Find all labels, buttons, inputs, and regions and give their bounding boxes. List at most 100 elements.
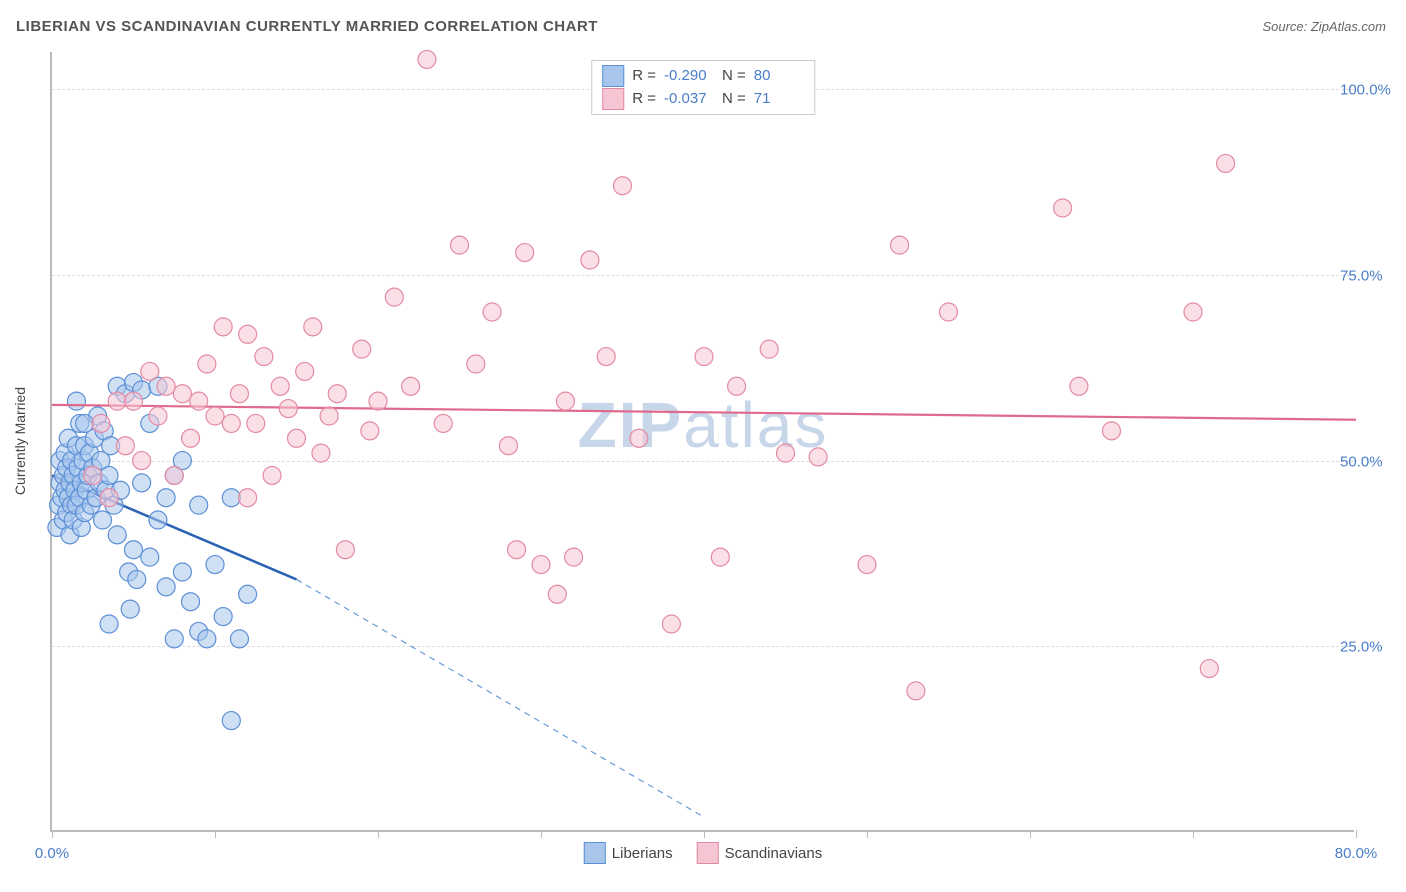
data-point [125,541,143,559]
data-point [336,541,354,559]
trendline [52,405,1356,420]
data-point [149,511,167,529]
data-point [597,348,615,366]
data-point [116,437,134,455]
stat-r-value: -0.290 [664,65,714,88]
data-point [271,377,289,395]
data-point [451,236,469,254]
x-tick-label: 0.0% [35,845,69,862]
data-point [1184,303,1202,321]
data-point [728,377,746,395]
data-point [556,392,574,410]
data-point [141,362,159,380]
chart-title: LIBERIAN VS SCANDINAVIAN CURRENTLY MARRI… [16,18,598,35]
data-point [402,377,420,395]
data-point [695,348,713,366]
stat-r-value: -0.037 [664,88,714,111]
data-point [84,466,102,484]
data-point [467,355,485,373]
data-point [141,548,159,566]
data-point [230,630,248,648]
legend-swatch [602,88,624,110]
stat-n-value: 80 [754,65,804,88]
data-point [165,630,183,648]
data-point [214,318,232,336]
data-point [157,377,175,395]
data-point [434,414,452,432]
data-point [565,548,583,566]
data-point [108,392,126,410]
data-point [1054,199,1072,217]
data-point [100,489,118,507]
data-point [125,392,143,410]
data-point [777,444,795,462]
x-tick [1030,830,1031,838]
data-point [1070,377,1088,395]
stat-r-label: R = [632,88,656,111]
data-point [182,429,200,447]
data-point [304,318,322,336]
data-point [206,407,224,425]
data-point [516,244,534,262]
source-label: Source: ZipAtlas.com [1262,19,1386,34]
stats-box: R =-0.290N =80R =-0.037N =71 [591,60,815,115]
data-point [1103,422,1121,440]
data-point [483,303,501,321]
data-point [230,385,248,403]
data-point [548,585,566,603]
data-point [239,325,257,343]
trendline-dashed [297,579,705,817]
data-point [128,570,146,588]
data-point [222,414,240,432]
x-tick [1193,830,1194,838]
data-point [214,608,232,626]
scatter-svg [52,52,1354,830]
data-point [173,385,191,403]
data-point [499,437,517,455]
data-point [614,177,632,195]
data-point [108,526,126,544]
data-point [100,466,118,484]
stat-n-label: N = [722,88,746,111]
data-point [157,578,175,596]
data-point [662,615,680,633]
x-tick [867,830,868,838]
data-point [165,466,183,484]
data-point [92,414,110,432]
data-point [67,392,85,410]
plot-area: Currently Married 25.0%50.0%75.0%100.0% … [50,52,1354,832]
data-point [940,303,958,321]
data-point [369,392,387,410]
chart-header: LIBERIAN VS SCANDINAVIAN CURRENTLY MARRI… [16,18,1386,35]
data-point [858,556,876,574]
legend-swatch [584,842,606,864]
data-point [711,548,729,566]
data-point [198,630,216,648]
stat-r-label: R = [632,65,656,88]
x-tick [52,830,53,838]
data-point [279,400,297,418]
stats-row: R =-0.037N =71 [602,88,804,111]
data-point [100,615,118,633]
data-point [353,340,371,358]
data-point [222,489,240,507]
x-tick [704,830,705,838]
data-point [288,429,306,447]
x-tick [541,830,542,838]
data-point [385,288,403,306]
legend-item: Scandinavians [697,842,823,864]
legend-label: Scandinavians [725,845,823,862]
data-point [418,50,436,68]
data-point [173,563,191,581]
data-point [198,355,216,373]
data-point [320,407,338,425]
data-point [222,712,240,730]
stat-n-label: N = [722,65,746,88]
data-point [255,348,273,366]
legend-item: Liberians [584,842,673,864]
data-point [1200,660,1218,678]
data-point [247,414,265,432]
y-axis-title: Currently Married [12,387,28,495]
data-point [133,474,151,492]
data-point [508,541,526,559]
